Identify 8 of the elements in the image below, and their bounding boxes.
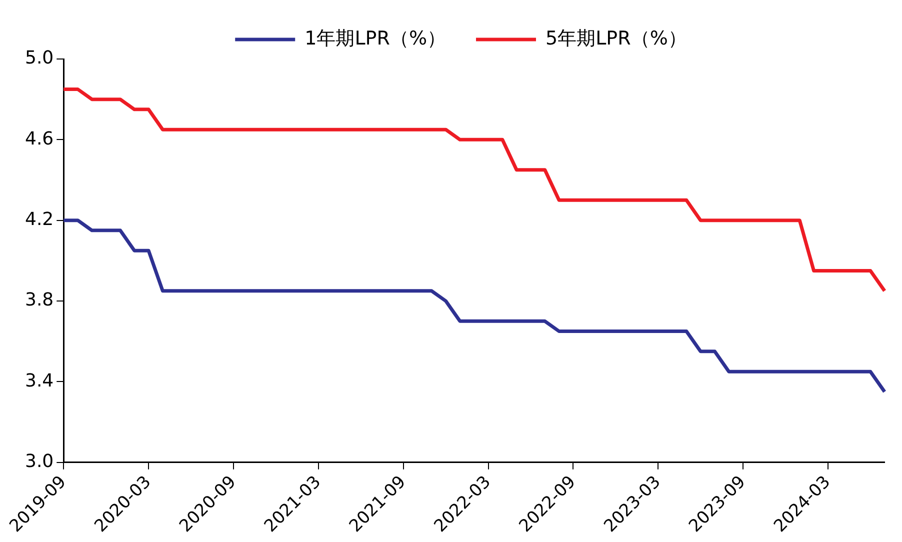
y-tick-label: 4.6 xyxy=(24,128,54,150)
y-tick-label: 5.0 xyxy=(24,48,54,69)
y-tick-label: 3.8 xyxy=(24,290,54,311)
legend-label: 1年期LPR（%） xyxy=(304,27,446,50)
y-tick-label: 3.0 xyxy=(24,451,54,472)
legend-label: 5年期LPR（%） xyxy=(546,27,687,50)
y-tick-label: 4.2 xyxy=(24,209,54,230)
y-tick-label: 3.4 xyxy=(24,370,54,392)
